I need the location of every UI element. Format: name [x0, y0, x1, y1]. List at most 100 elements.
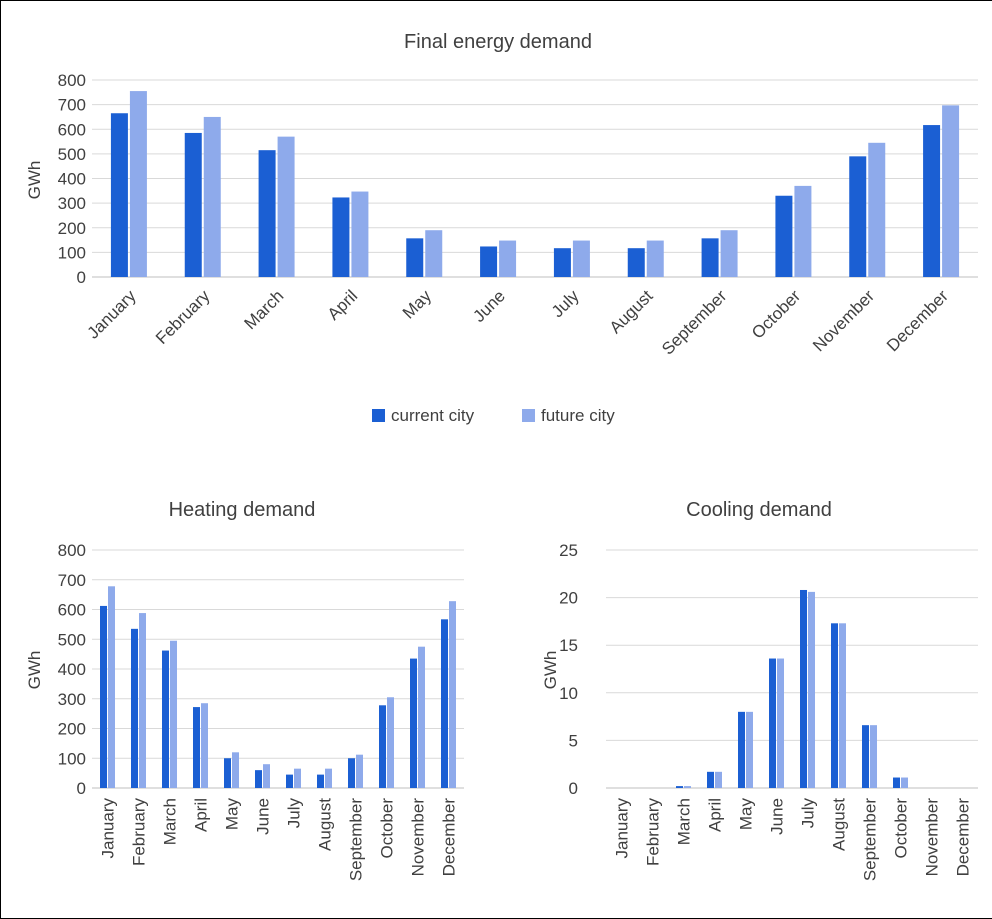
- y-tick-label: 5: [569, 731, 578, 750]
- bar-current-july: [800, 589, 807, 788]
- bar-current-june: [769, 658, 776, 788]
- legend: current city future city: [372, 406, 615, 425]
- bar-future-march: [277, 136, 295, 277]
- bar-current-april: [193, 707, 200, 788]
- x-tick-label: December: [883, 286, 952, 355]
- y-tick-label: 700: [58, 96, 86, 115]
- bar-current-march: [162, 650, 169, 788]
- x-tick-label: January: [84, 286, 141, 343]
- x-tick-label: November: [809, 286, 878, 355]
- chart-title: Cooling demand: [686, 499, 832, 521]
- y-tick-label: 300: [58, 194, 86, 213]
- bar-current-january: [100, 605, 107, 788]
- final-energy-chart: Final energy demand GWh 0 100 200 300 400 500…: [25, 31, 978, 359]
- bar-future-december: [449, 601, 456, 788]
- x-tick-label: May: [399, 286, 435, 322]
- y-tick-label: 15: [559, 636, 578, 655]
- bar-future-march: [684, 786, 691, 788]
- bar-future-november: [868, 142, 886, 277]
- y-axis-label: GWh: [541, 651, 560, 690]
- bar-current-may: [406, 238, 424, 277]
- bar-future-january: [108, 586, 115, 788]
- y-tick-label: 300: [58, 690, 86, 709]
- x-tick-label: July: [285, 798, 304, 829]
- bar-future-april: [201, 703, 208, 788]
- y-tick-label: 100: [58, 749, 86, 768]
- x-tick-label: November: [923, 798, 942, 877]
- bar-future-october: [901, 777, 908, 788]
- bar-future-august: [646, 240, 664, 277]
- bar-future-july: [808, 591, 815, 788]
- x-tick-label: June: [469, 286, 509, 326]
- y-tick-label: 800: [58, 541, 86, 560]
- chart-title: Final energy demand: [404, 31, 592, 53]
- bar-current-may: [738, 711, 745, 788]
- bar-current-january: [110, 113, 128, 278]
- y-tick-label: 700: [58, 571, 86, 590]
- x-tick-label: January: [99, 798, 118, 859]
- y-axis-label: GWh: [25, 161, 44, 200]
- bar-current-october: [775, 195, 793, 277]
- x-tick-label: July: [548, 286, 583, 321]
- x-tick-label: October: [378, 798, 397, 859]
- bar-current-august: [627, 248, 645, 277]
- x-tick-label: January: [613, 798, 632, 859]
- bar-current-august: [831, 623, 838, 788]
- bar-future-june: [499, 240, 517, 277]
- y-tick-label: 400: [58, 660, 86, 679]
- y-tick-label: 400: [58, 170, 86, 189]
- y-tick-label: 600: [58, 601, 86, 620]
- bar-current-february: [184, 132, 202, 277]
- legend-label-future: future city: [541, 406, 615, 425]
- bar-current-september: [348, 758, 355, 788]
- bar-future-july: [572, 240, 590, 277]
- bar-future-october: [794, 185, 812, 277]
- bar-current-september: [701, 238, 719, 277]
- x-tick-label: October: [748, 286, 804, 342]
- x-tick-label: May: [737, 798, 756, 831]
- x-tick-label: June: [768, 798, 787, 835]
- bar-future-december: [942, 105, 960, 278]
- x-tick-label: February: [130, 798, 149, 867]
- bar-current-september: [862, 725, 869, 788]
- bar-future-may: [232, 752, 239, 788]
- x-tick-label: September: [347, 798, 366, 881]
- x-tick-label: March: [675, 798, 694, 845]
- x-tick-label: October: [892, 798, 911, 859]
- x-tick-label: July: [799, 798, 818, 829]
- bar-future-april: [351, 191, 369, 277]
- x-tick-label: November: [409, 798, 428, 877]
- y-tick-label: 0: [569, 779, 578, 798]
- bar-current-december: [923, 125, 941, 277]
- x-tick-label: December: [954, 798, 973, 877]
- bar-future-august: [325, 768, 332, 788]
- y-tick-label: 500: [58, 145, 86, 164]
- y-tick-label: 200: [58, 219, 86, 238]
- bar-current-july: [286, 774, 293, 788]
- bar-current-august: [317, 774, 324, 788]
- bar-future-february: [203, 116, 221, 277]
- bar-current-may: [224, 758, 231, 788]
- y-tick-label: 600: [58, 120, 86, 139]
- bar-current-november: [849, 156, 867, 277]
- bar-future-june: [263, 764, 270, 788]
- bar-future-june: [777, 658, 784, 788]
- heating-demand-chart: Heating demand GWh 0 100 200 300 400 500 600 70…: [25, 499, 464, 881]
- y-tick-label: 20: [559, 589, 578, 608]
- y-tick-label: 500: [58, 630, 86, 649]
- x-tick-label: August: [830, 798, 849, 851]
- bar-future-april: [715, 771, 722, 788]
- legend-swatch-current: [372, 409, 385, 422]
- chart-title: Heating demand: [169, 499, 316, 521]
- bar-future-february: [139, 613, 146, 788]
- bar-current-october: [379, 705, 386, 788]
- bar-future-september: [356, 754, 363, 788]
- x-tick-label: April: [706, 798, 725, 832]
- y-tick-label: 25: [559, 541, 578, 560]
- bar-current-february: [131, 628, 138, 788]
- bar-future-january: [129, 91, 147, 277]
- bar-current-november: [410, 658, 417, 788]
- x-tick-label: February: [152, 286, 214, 348]
- x-tick-label: September: [861, 798, 880, 881]
